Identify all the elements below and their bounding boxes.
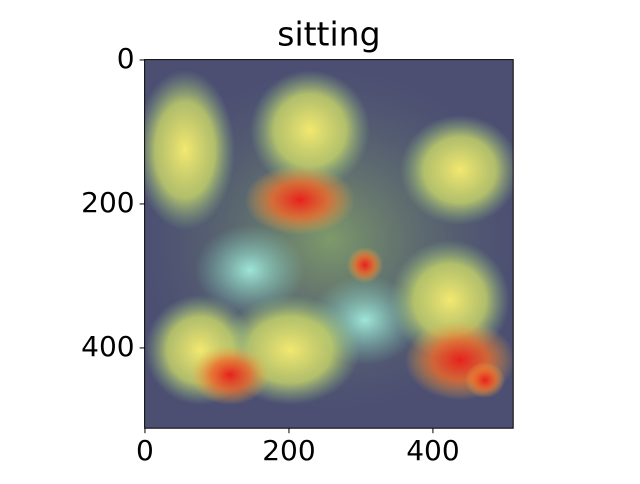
x-tick-label: 0 <box>136 434 154 467</box>
axes-frame <box>144 59 514 429</box>
y-tick-label: 200 <box>81 186 134 219</box>
chart-title: sitting <box>277 15 380 54</box>
y-tick-label: 0 <box>117 42 135 75</box>
heatmap-image <box>144 59 514 429</box>
x-tick-label: 400 <box>406 434 459 467</box>
x-tick-label: 200 <box>262 434 315 467</box>
y-tick-label: 400 <box>81 330 134 363</box>
